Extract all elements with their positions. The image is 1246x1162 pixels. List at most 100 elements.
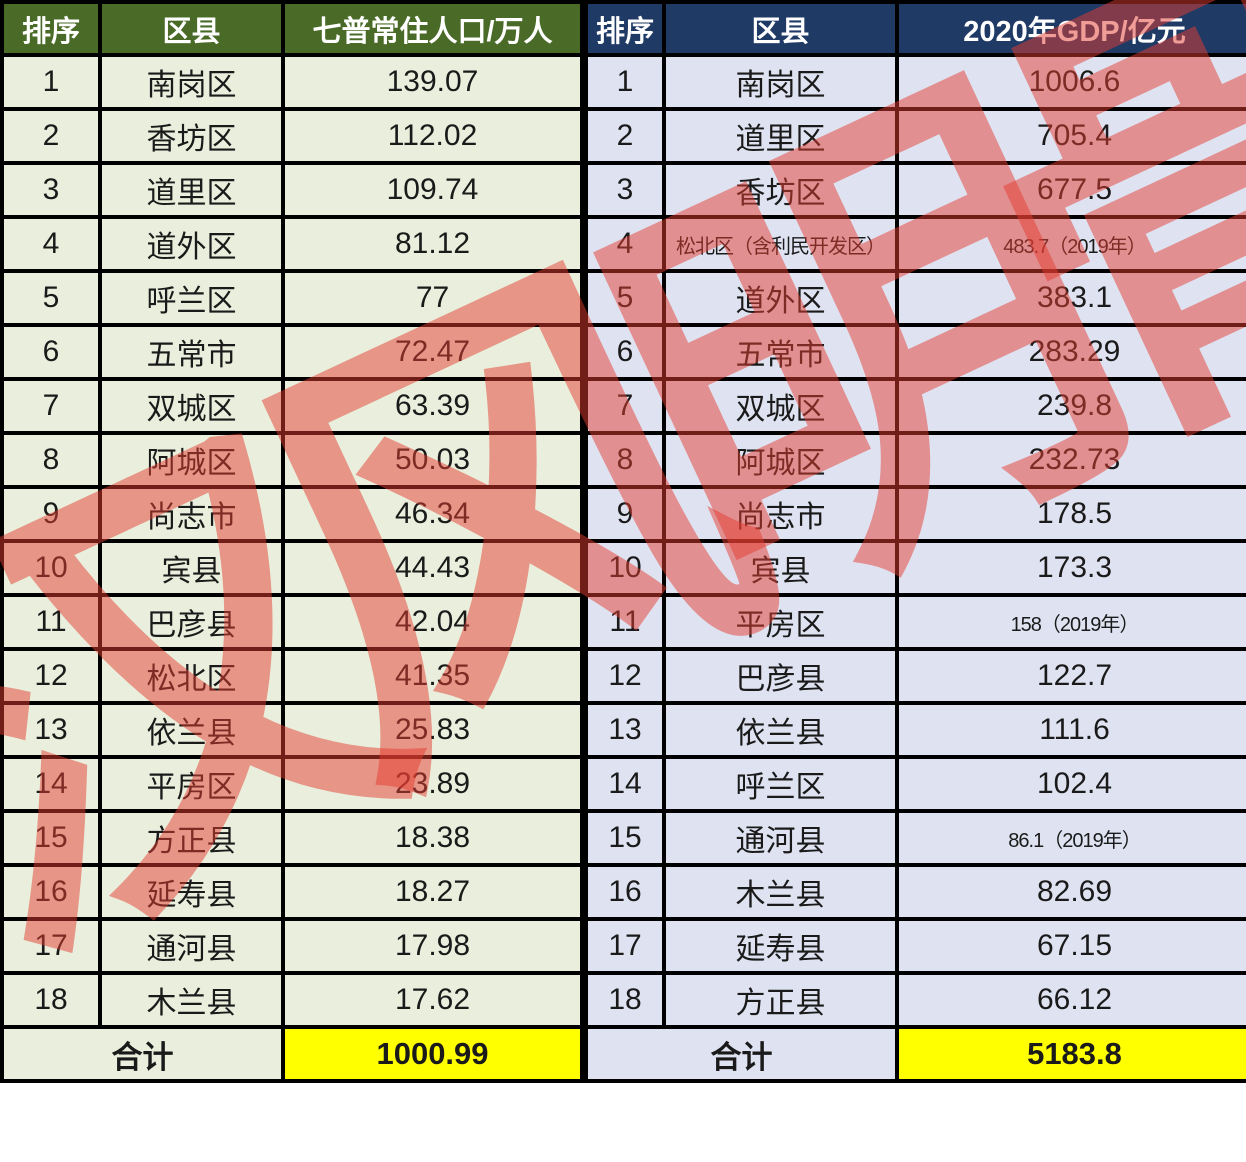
value-cell: 239.8: [895, 377, 1246, 435]
table-row: 13 依兰县 25.83: [0, 701, 584, 759]
value-cell: 102.4: [895, 755, 1246, 813]
district-column-header: 区县: [98, 0, 285, 57]
district-cell: 道外区: [98, 215, 285, 273]
table-row: 12 松北区 41.35: [0, 647, 584, 705]
total-label: 合计: [584, 1025, 899, 1083]
district-cell: 双城区: [662, 377, 899, 435]
rank-cell: 9: [0, 485, 102, 543]
rank-cell: 2: [584, 107, 666, 165]
table-row: 11 巴彦县 42.04: [0, 593, 584, 651]
rank-cell: 10: [584, 539, 666, 597]
population-table: 排序 区县 七普常住人口/万人 1 南岗区 139.07 2 香坊区 112.02 3 道里区…: [0, 0, 584, 1083]
district-cell: 依兰县: [98, 701, 285, 759]
rank-cell: 5: [584, 269, 666, 327]
value-cell: 72.47: [281, 323, 584, 381]
rank-cell: 5: [0, 269, 102, 327]
table-row: 9 尚志市 178.5: [584, 485, 1246, 543]
district-cell: 阿城区: [98, 431, 285, 489]
table-row: 1 南岗区 139.07: [0, 53, 584, 111]
header-row: 排序 区县 2020年GDP/亿元: [584, 0, 1246, 57]
table-row: 3 道里区 109.74: [0, 161, 584, 219]
table-row: 6 五常市 72.47: [0, 323, 584, 381]
district-cell: 双城区: [98, 377, 285, 435]
value-cell: 705.4: [895, 107, 1246, 165]
rank-cell: 3: [0, 161, 102, 219]
table-row: 9 尚志市 46.34: [0, 485, 584, 543]
rank-cell: 7: [584, 377, 666, 435]
value-cell: 122.7: [895, 647, 1246, 705]
table-row: 13 依兰县 111.6: [584, 701, 1246, 759]
rank-cell: 1: [0, 53, 102, 111]
district-cell: 延寿县: [662, 917, 899, 975]
value-cell: 1006.6: [895, 53, 1246, 111]
total-label: 合计: [0, 1025, 285, 1083]
rank-cell: 15: [0, 809, 102, 867]
rank-cell: 11: [0, 593, 102, 651]
district-cell: 方正县: [662, 971, 899, 1029]
rank-cell: 14: [584, 755, 666, 813]
district-cell: 阿城区: [662, 431, 899, 489]
table-row: 5 道外区 383.1: [584, 269, 1246, 327]
value-cell: 42.04: [281, 593, 584, 651]
district-cell: 五常市: [98, 323, 285, 381]
table-row: 18 木兰县 17.62: [0, 971, 584, 1029]
value-cell: 139.07: [281, 53, 584, 111]
table-row: 8 阿城区 232.73: [584, 431, 1246, 489]
district-cell: 呼兰区: [662, 755, 899, 813]
value-cell: 23.89: [281, 755, 584, 813]
table-row: 12 巴彦县 122.7: [584, 647, 1246, 705]
table-row: 17 延寿县 67.15: [584, 917, 1246, 975]
gdp-total-value: 5183.8: [895, 1025, 1246, 1083]
value-cell: 283.29: [895, 323, 1246, 381]
district-cell: 尚志市: [662, 485, 899, 543]
value-cell: 111.6: [895, 701, 1246, 759]
district-column-header: 区县: [662, 0, 899, 57]
rank-cell: 14: [0, 755, 102, 813]
gdp-table-body: 1 南岗区 1006.6 2 道里区 705.4 3 香坊区 677.5 4 松北区（含利民开发区）…: [584, 53, 1246, 1029]
table-row: 14 呼兰区 102.4: [584, 755, 1246, 813]
value-cell: 44.43: [281, 539, 584, 597]
table-row: 6 五常市 283.29: [584, 323, 1246, 381]
table-row: 15 方正县 18.38: [0, 809, 584, 867]
table-row: 11 平房区 158（2019年）: [584, 593, 1246, 651]
district-cell: 木兰县: [98, 971, 285, 1029]
district-cell: 通河县: [662, 809, 899, 867]
value-cell: 17.98: [281, 917, 584, 975]
table-row: 18 方正县 66.12: [584, 971, 1246, 1029]
district-cell: 巴彦县: [662, 647, 899, 705]
rank-cell: 6: [584, 323, 666, 381]
value-cell: 112.02: [281, 107, 584, 165]
district-cell: 通河县: [98, 917, 285, 975]
district-cell: 依兰县: [662, 701, 899, 759]
district-cell: 平房区: [662, 593, 899, 651]
rank-cell: 8: [0, 431, 102, 489]
rank-cell: 7: [0, 377, 102, 435]
district-cell: 香坊区: [662, 161, 899, 219]
value-cell: 178.5: [895, 485, 1246, 543]
value-cell: 81.12: [281, 215, 584, 273]
table-row: 7 双城区 63.39: [0, 377, 584, 435]
table-row: 2 香坊区 112.02: [0, 107, 584, 165]
rank-cell: 17: [0, 917, 102, 975]
value-cell: 77: [281, 269, 584, 327]
table-row: 2 道里区 705.4: [584, 107, 1246, 165]
district-cell: 南岗区: [98, 53, 285, 111]
rank-cell: 12: [584, 647, 666, 705]
gdp-table: 排序 区县 2020年GDP/亿元 1 南岗区 1006.6 2 道里区 705.4 3 香坊…: [584, 0, 1246, 1083]
district-cell: 巴彦县: [98, 593, 285, 651]
table-row: 8 阿城区 50.03: [0, 431, 584, 489]
district-cell: 宾县: [98, 539, 285, 597]
table-row: 16 延寿县 18.27: [0, 863, 584, 921]
rank-cell: 15: [584, 809, 666, 867]
district-cell: 道里区: [662, 107, 899, 165]
value-cell: 41.35: [281, 647, 584, 705]
district-cell: 松北区: [98, 647, 285, 705]
rank-cell: 1: [584, 53, 666, 111]
table-row: 4 松北区（含利民开发区） 483.7（2019年）: [584, 215, 1246, 273]
rank-cell: 17: [584, 917, 666, 975]
rank-cell: 4: [0, 215, 102, 273]
rank-cell: 9: [584, 485, 666, 543]
district-cell: 木兰县: [662, 863, 899, 921]
value-cell: 25.83: [281, 701, 584, 759]
